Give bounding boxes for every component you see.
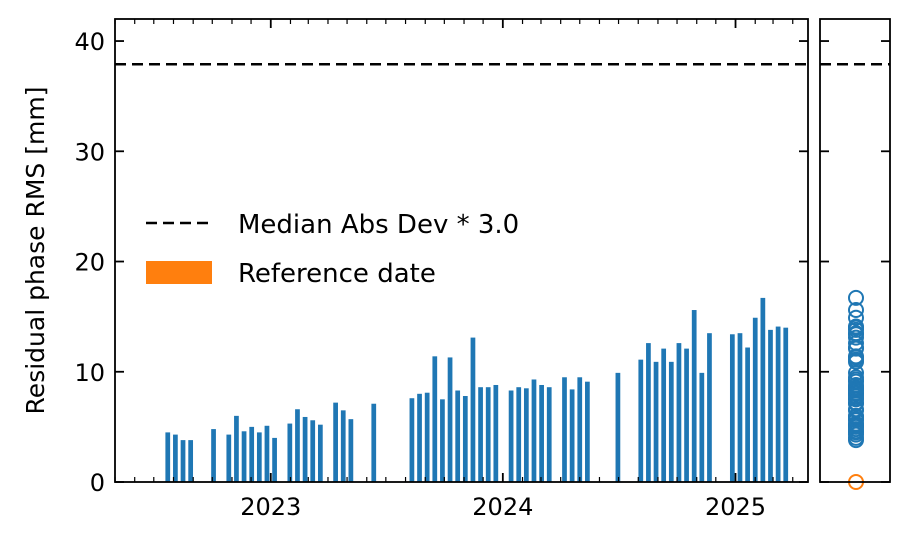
bar	[180, 440, 186, 482]
y-tick-label: 30	[74, 138, 105, 166]
bar	[646, 343, 651, 482]
bar	[340, 410, 346, 482]
bar	[470, 337, 476, 482]
bar	[256, 432, 262, 482]
y-tick-label: 10	[74, 359, 105, 387]
bar	[173, 434, 178, 482]
bar	[264, 425, 270, 482]
marginal-scatter-panel	[819, 18, 891, 490]
bar	[188, 440, 194, 482]
x-tick-label: 2024	[472, 493, 533, 521]
bar	[531, 379, 537, 482]
bar	[165, 432, 171, 482]
bar	[577, 377, 583, 482]
bar	[516, 387, 522, 482]
bar	[485, 387, 491, 482]
bar	[661, 348, 667, 482]
bar	[493, 384, 499, 482]
bar	[234, 415, 239, 482]
bar	[523, 388, 529, 482]
marginal-point	[848, 369, 864, 386]
bar	[760, 297, 766, 482]
y-tick-label: 20	[74, 249, 105, 277]
bar	[691, 310, 697, 482]
legend-label-threshold: Median Abs Dev * 3.0	[238, 210, 519, 240]
bar	[226, 434, 232, 482]
bar	[562, 377, 567, 482]
marginal-axes-frame	[819, 18, 891, 483]
bar	[508, 390, 514, 482]
bar	[585, 381, 590, 482]
bar	[684, 348, 689, 482]
main-axes-frame	[114, 18, 809, 483]
bar	[310, 420, 316, 482]
bar	[287, 423, 293, 482]
bar	[211, 429, 216, 482]
bar	[638, 359, 644, 482]
legend-reference-swatch	[146, 261, 212, 284]
bar	[775, 326, 781, 482]
bar	[432, 356, 438, 482]
bar	[699, 372, 705, 482]
bar	[447, 357, 453, 482]
bar	[745, 347, 750, 482]
bar	[424, 392, 430, 482]
bar	[409, 398, 415, 482]
bar	[752, 317, 758, 482]
bar	[371, 403, 377, 482]
bar	[455, 390, 461, 482]
bar	[737, 333, 743, 482]
x-tick-label: 2023	[240, 493, 301, 521]
marginal-point	[848, 289, 864, 306]
y-axis-ticks: 0 10 20 30 40	[74, 28, 808, 497]
legend: Median Abs Dev * 3.0 Reference date	[146, 210, 519, 289]
marginal-y-ticks	[820, 40, 890, 483]
bar	[302, 416, 308, 482]
bar	[668, 361, 674, 482]
bar	[478, 387, 483, 482]
x-axis-ticks: 2023 2024 2025	[114, 19, 794, 521]
bar	[295, 409, 300, 482]
bar	[707, 333, 712, 482]
bar	[333, 402, 338, 482]
bar	[539, 384, 544, 482]
bar	[615, 372, 621, 482]
marginal-point	[848, 309, 864, 326]
marginal-point	[848, 318, 864, 335]
bar	[729, 334, 735, 482]
legend-label-reference: Reference date	[238, 259, 436, 289]
bar	[417, 393, 422, 482]
bar	[676, 343, 682, 482]
bar	[546, 387, 552, 482]
bar	[569, 389, 575, 482]
bar	[249, 426, 255, 482]
y-tick-label: 0	[90, 469, 105, 497]
bar	[783, 327, 789, 482]
y-axis-label: Residual phase RMS [mm]	[21, 87, 50, 415]
bar	[317, 424, 323, 482]
marginal-points-group	[848, 289, 864, 490]
y-tick-label: 40	[74, 28, 105, 56]
bar	[440, 399, 445, 482]
bar	[348, 419, 354, 482]
bar	[272, 437, 277, 482]
bars-group	[165, 297, 789, 482]
bar	[462, 396, 468, 482]
bar	[768, 329, 773, 482]
main-plot-panel: 0 10 20 30 40 2023 2024 2025 Residual phase RM…	[21, 18, 809, 521]
marginal-point	[848, 302, 864, 319]
x-tick-label: 2025	[705, 493, 766, 521]
bar	[241, 431, 247, 482]
bar	[653, 361, 659, 482]
